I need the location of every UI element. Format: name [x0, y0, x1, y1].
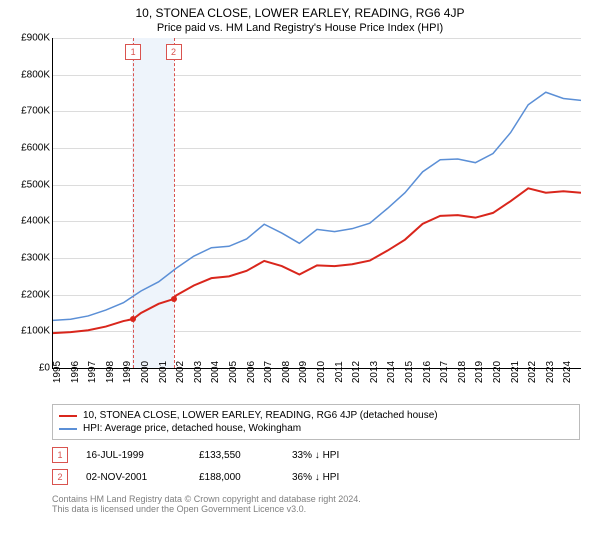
sale-price: £188,000	[199, 472, 274, 483]
y-tick-label: £700K	[21, 106, 50, 117]
sale-delta: 36% ↓ HPI	[292, 472, 339, 483]
x-tick-label: 2015	[404, 361, 415, 383]
x-tick-label: 1998	[105, 361, 116, 383]
x-tick-label: 2005	[228, 361, 239, 383]
x-tick-label: 2003	[193, 361, 204, 383]
chart-container: 10, STONEA CLOSE, LOWER EARLEY, READING,…	[0, 0, 600, 560]
x-tick-label: 2001	[158, 361, 169, 383]
chart-title: 10, STONEA CLOSE, LOWER EARLEY, READING,…	[0, 0, 600, 20]
y-tick-label: £400K	[21, 216, 50, 227]
sale-delta: 33% ↓ HPI	[292, 450, 339, 461]
legend-item: 10, STONEA CLOSE, LOWER EARLEY, READING,…	[59, 409, 573, 422]
y-axis: £0£100K£200K£300K£400K£500K£600K£700K£80…	[10, 38, 52, 368]
y-tick-label: £800K	[21, 69, 50, 80]
sale-row-marker: 1	[52, 447, 68, 463]
x-tick-label: 2006	[246, 361, 257, 383]
y-tick-label: £300K	[21, 253, 50, 264]
sale-row-marker: 2	[52, 469, 68, 485]
x-tick-label: 2013	[369, 361, 380, 383]
x-tick-label: 2010	[316, 361, 327, 383]
legend-swatch	[59, 428, 77, 430]
legend-item: HPI: Average price, detached house, Woki…	[59, 422, 573, 435]
legend-label: 10, STONEA CLOSE, LOWER EARLEY, READING,…	[83, 410, 438, 421]
footer-line2: This data is licensed under the Open Gov…	[52, 504, 580, 514]
x-tick-label: 1997	[87, 361, 98, 383]
x-tick-label: 2011	[334, 361, 345, 383]
y-tick-label: £900K	[21, 33, 50, 44]
x-axis: 1995199619971998199920002001200220032004…	[52, 368, 580, 398]
sales-table: 1 16-JUL-1999 £133,550 33% ↓ HPI 2 02-NOV-200…	[52, 444, 580, 488]
y-tick-label: £0	[39, 363, 50, 374]
x-tick-label: 2022	[527, 361, 538, 383]
x-tick-label: 2021	[510, 361, 521, 383]
series-hpi	[53, 38, 581, 368]
y-tick-label: £600K	[21, 143, 50, 154]
x-tick-label: 2016	[422, 361, 433, 383]
x-tick-label: 2007	[263, 361, 274, 383]
plot-area: 12	[52, 38, 581, 369]
legend-label: HPI: Average price, detached house, Woki…	[83, 423, 301, 434]
footer-line1: Contains HM Land Registry data © Crown c…	[52, 494, 580, 504]
x-tick-label: 2018	[457, 361, 468, 383]
x-tick-label: 2014	[386, 361, 397, 383]
legend-swatch	[59, 415, 77, 417]
x-tick-label: 1995	[52, 361, 63, 383]
x-tick-label: 2012	[351, 361, 362, 383]
sale-date: 02-NOV-2001	[86, 472, 181, 483]
x-tick-label: 2002	[175, 361, 186, 383]
chart-subtitle: Price paid vs. HM Land Registry's House …	[0, 20, 600, 38]
footer-attribution: Contains HM Land Registry data © Crown c…	[52, 494, 580, 514]
y-tick-label: £200K	[21, 289, 50, 300]
x-tick-label: 2004	[210, 361, 221, 383]
x-tick-label: 2019	[474, 361, 485, 383]
sale-row: 1 16-JUL-1999 £133,550 33% ↓ HPI	[52, 444, 580, 466]
sale-row: 2 02-NOV-2001 £188,000 36% ↓ HPI	[52, 466, 580, 488]
x-tick-label: 2009	[298, 361, 309, 383]
sale-date: 16-JUL-1999	[86, 450, 181, 461]
sale-price: £133,550	[199, 450, 274, 461]
x-tick-label: 2000	[140, 361, 151, 383]
x-tick-label: 2008	[281, 361, 292, 383]
chart-area: £0 £100K £200K £300K £400K £500K £600K £700K £80…	[10, 38, 580, 398]
x-tick-label: 1999	[122, 361, 133, 383]
y-tick-label: £100K	[21, 326, 50, 337]
legend: 10, STONEA CLOSE, LOWER EARLEY, READING,…	[52, 404, 580, 440]
x-tick-label: 2023	[545, 361, 556, 383]
x-tick-label: 2024	[562, 361, 573, 383]
x-tick-label: 2017	[439, 361, 450, 383]
y-tick-label: £500K	[21, 179, 50, 190]
x-tick-label: 1996	[70, 361, 81, 383]
x-tick-label: 2020	[492, 361, 503, 383]
